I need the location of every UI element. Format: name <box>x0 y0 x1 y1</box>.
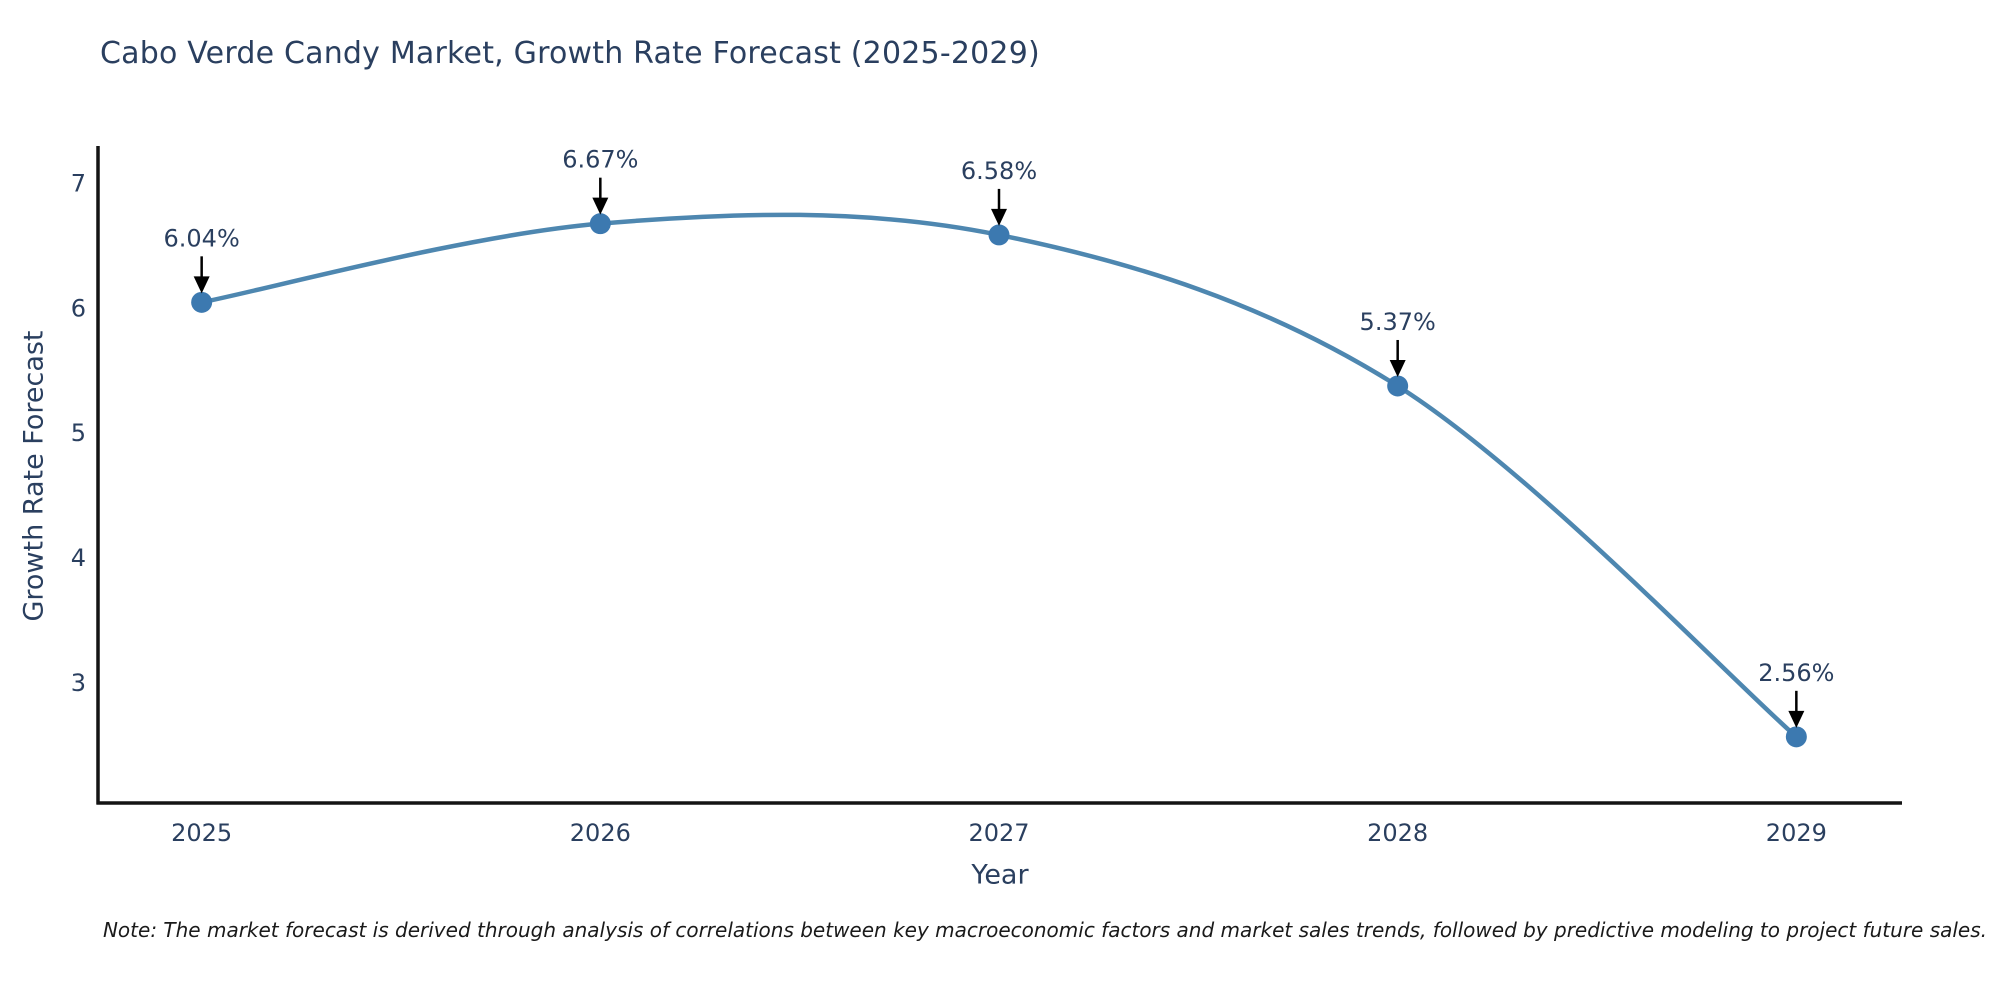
data-point[interactable] <box>589 213 611 235</box>
x-tick-label: 2025 <box>171 819 232 847</box>
annotation-arrowhead <box>991 208 1007 226</box>
forecast-line <box>199 212 1799 740</box>
data-point[interactable] <box>1387 375 1409 397</box>
y-tick-label: 4 <box>71 544 86 572</box>
footnote: Note: The market forecast is derived thr… <box>102 918 1988 942</box>
data-point[interactable] <box>191 291 213 313</box>
annotation-arrowhead <box>1389 359 1406 377</box>
annotation-arrowhead <box>592 197 609 215</box>
y-tick-label: 3 <box>71 669 86 697</box>
x-tick-label: 2029 <box>1766 819 1827 847</box>
y-tick-label: 7 <box>71 169 86 197</box>
annotation-arrowhead <box>193 276 210 294</box>
x-tick-label: 2028 <box>1367 819 1428 847</box>
point-value-label: 5.37% <box>1360 308 1436 336</box>
point-value-label: 6.04% <box>164 224 240 252</box>
x-axis-title: Year <box>971 859 1029 891</box>
point-value-label: 6.58% <box>961 157 1037 185</box>
x-tick-label: 2026 <box>570 819 631 847</box>
point-value-label: 6.67% <box>562 146 638 174</box>
annotation-arrowhead <box>1788 710 1805 728</box>
data-point[interactable] <box>1785 726 1807 748</box>
y-tick-label: 6 <box>71 294 86 322</box>
y-tick-label: 5 <box>71 419 86 447</box>
data-point[interactable] <box>988 224 1010 246</box>
chart-title: Cabo Verde Candy Market, Growth Rate For… <box>100 36 1040 71</box>
point-value-label: 2.56% <box>1758 659 1834 687</box>
x-tick-label: 2027 <box>968 819 1029 847</box>
